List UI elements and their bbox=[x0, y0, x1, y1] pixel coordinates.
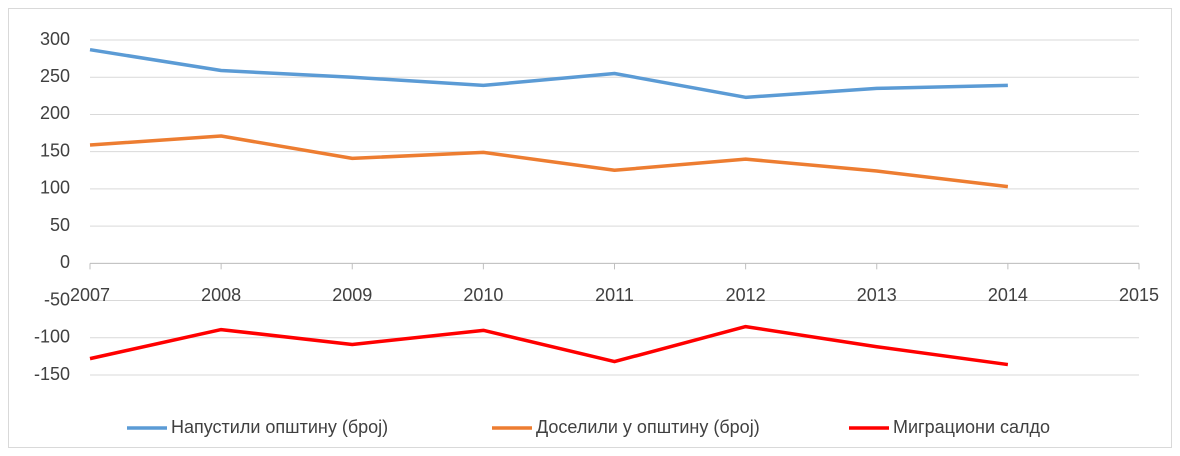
x-tick-label: 2008 bbox=[201, 285, 241, 305]
x-tick-label: 2013 bbox=[857, 285, 897, 305]
legend-label: Доселили у општину (број) bbox=[536, 417, 760, 437]
legend-label: Напустили општину (број) bbox=[171, 417, 388, 437]
y-tick-label: -100 bbox=[34, 327, 70, 347]
x-tick-label: 2009 bbox=[332, 285, 372, 305]
x-tick-label: 2015 bbox=[1119, 285, 1159, 305]
legend-label: Миграциони салдо bbox=[893, 417, 1050, 437]
series-line bbox=[89, 324, 1009, 367]
x-tick-label: 2012 bbox=[726, 285, 766, 305]
series-line bbox=[89, 47, 1008, 100]
x-tick-label: 2014 bbox=[988, 285, 1028, 305]
y-tick-label: 100 bbox=[40, 178, 70, 198]
y-tick-label: -50 bbox=[44, 289, 70, 309]
y-tick-label: 200 bbox=[40, 103, 70, 123]
y-tick-label: 0 bbox=[60, 252, 70, 272]
series-line bbox=[89, 134, 1009, 189]
y-tick-label: 50 bbox=[50, 215, 70, 235]
y-tick-label: 150 bbox=[40, 140, 70, 160]
y-tick-label: -150 bbox=[34, 364, 70, 384]
y-tick-label: 250 bbox=[40, 66, 70, 86]
x-tick-label: 2011 bbox=[595, 285, 634, 305]
x-tick-label: 2007 bbox=[70, 285, 110, 305]
chart-border bbox=[8, 8, 1172, 448]
x-tick-label: 2010 bbox=[463, 285, 503, 305]
y-tick-label: 300 bbox=[40, 29, 70, 49]
